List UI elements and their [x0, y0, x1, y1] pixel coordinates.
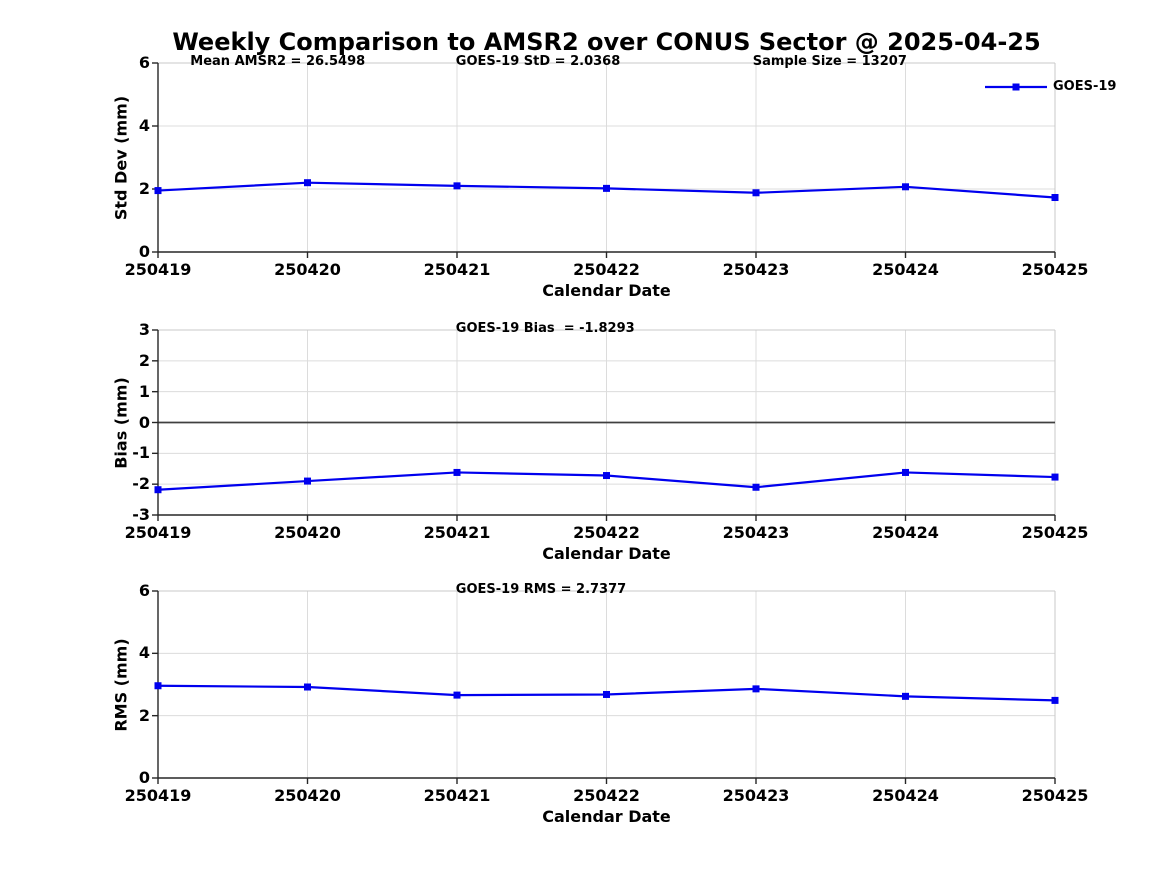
y-tick-label: -1: [132, 443, 150, 463]
y-axis-label: Bias (mm): [111, 376, 131, 469]
annotation: Sample Size = 13207: [752, 54, 907, 69]
x-axis-label: Calendar Date: [542, 807, 671, 826]
legend-label: GOES-19: [1053, 79, 1117, 94]
data-point-marker: [154, 682, 162, 690]
y-tick-label: 1: [138, 381, 150, 401]
x-tick-label: 250424: [872, 260, 939, 279]
x-tick-label: 250424: [872, 786, 939, 805]
x-tick-label: 250421: [423, 786, 491, 805]
y-tick-label: 2: [138, 179, 150, 198]
y-tick-label: 4: [138, 116, 150, 135]
annotation: GOES-19 Bias = -1.8293: [455, 321, 635, 336]
x-tick-label: 250423: [722, 523, 790, 542]
data-point-marker: [902, 183, 909, 191]
x-tick-label: 250424: [872, 523, 939, 542]
annotation: Mean AMSR2 = 26.5498: [190, 54, 366, 69]
y-tick-label: 6: [138, 53, 150, 72]
x-tick-label: 250419: [124, 523, 192, 542]
y-axis-label: RMS (mm): [111, 637, 131, 732]
data-point-marker: [603, 184, 610, 192]
data-point-marker: [603, 690, 610, 698]
legend-marker: [1012, 83, 1020, 91]
x-tick-label: 250422: [573, 786, 640, 805]
data-point-marker: [902, 692, 909, 700]
y-axis-label: Std Dev (mm): [111, 95, 131, 220]
y-tick-label: 2: [138, 350, 150, 370]
y-tick-label: 0: [138, 768, 150, 787]
data-point-marker: [1051, 194, 1059, 202]
data-point-marker: [304, 683, 311, 691]
x-tick-label: 250421: [423, 523, 491, 542]
data-point-marker: [752, 483, 760, 491]
x-tick-label: 250425: [1021, 523, 1089, 542]
y-tick-label: 2: [138, 705, 150, 725]
data-point-marker: [453, 468, 461, 476]
x-axis-label: Calendar Date: [542, 281, 671, 300]
x-tick-label: 250421: [423, 260, 491, 279]
y-tick-label: -2: [132, 474, 150, 494]
x-tick-label: 250423: [722, 260, 790, 279]
data-point-marker: [902, 468, 909, 476]
data-point-marker: [154, 187, 162, 195]
x-tick-label: 250422: [573, 260, 640, 279]
annotation: GOES-19 StD = 2.0368: [455, 54, 621, 69]
data-point-marker: [453, 691, 461, 699]
x-axis-label: Calendar Date: [542, 544, 671, 563]
x-tick-label: 250425: [1021, 260, 1089, 279]
y-tick-label: 6: [138, 581, 150, 600]
x-tick-label: 250425: [1021, 786, 1089, 805]
data-point-marker: [603, 472, 610, 480]
y-tick-label: 0: [138, 412, 150, 432]
data-point-marker: [154, 486, 162, 494]
x-tick-label: 250420: [274, 786, 341, 805]
figure-title: Weekly Comparison to AMSR2 over CONUS Se…: [172, 28, 1041, 56]
y-tick-label: 3: [138, 320, 150, 339]
x-tick-label: 250420: [274, 260, 341, 279]
data-point-marker: [752, 685, 760, 693]
data-point-marker: [752, 189, 760, 197]
y-tick-label: 4: [138, 643, 150, 663]
data-point-marker: [304, 477, 311, 485]
data-point-marker: [453, 182, 461, 190]
y-tick-label: 0: [138, 242, 150, 261]
data-point-marker: [1051, 696, 1059, 704]
annotation: GOES-19 RMS = 2.7377: [455, 582, 627, 597]
x-tick-label: 250419: [124, 786, 192, 805]
x-tick-label: 250419: [124, 260, 192, 279]
y-tick-label: -3: [132, 505, 150, 524]
x-tick-label: 250422: [573, 523, 640, 542]
x-tick-label: 250420: [274, 523, 341, 542]
x-tick-label: 250423: [722, 786, 790, 805]
data-point-marker: [304, 179, 311, 187]
data-point-marker: [1051, 473, 1059, 481]
